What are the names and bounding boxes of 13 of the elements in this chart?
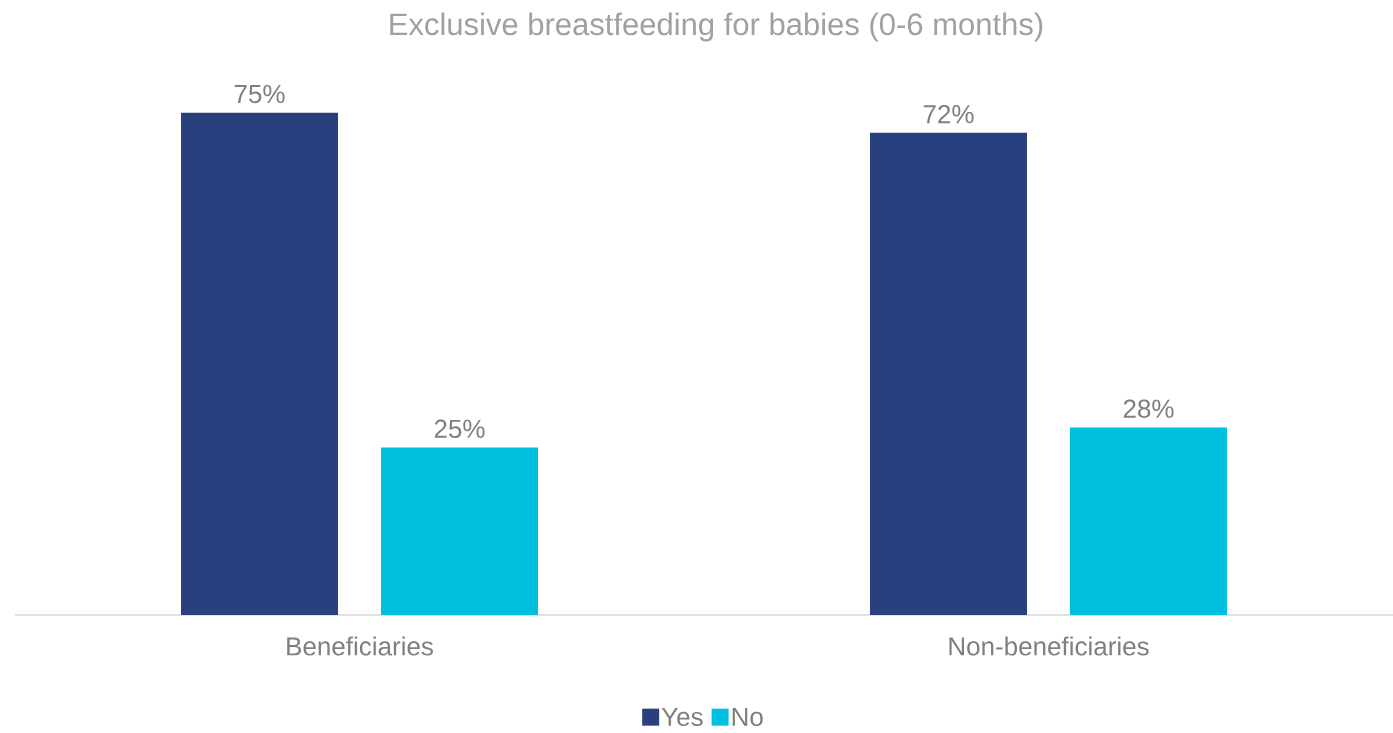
- chart-title: Exclusive breastfeeding for babies (0-6 months): [390, 12, 1043, 42]
- x-tick-label: Non-beneficiaries: [949, 636, 1149, 656]
- legend-label: No: [732, 707, 763, 727]
- data-label: 72%: [923, 104, 974, 124]
- data-label: 28%: [1123, 399, 1174, 418]
- bar: [181, 112, 339, 615]
- data-label: 75%: [234, 84, 285, 104]
- bar: [381, 447, 539, 615]
- legend-label: Yes: [661, 707, 703, 727]
- bar: [870, 132, 1027, 615]
- bar: [1070, 427, 1227, 615]
- data-label: 25%: [434, 419, 485, 439]
- x-tick-label: Beneficiaries: [287, 636, 433, 656]
